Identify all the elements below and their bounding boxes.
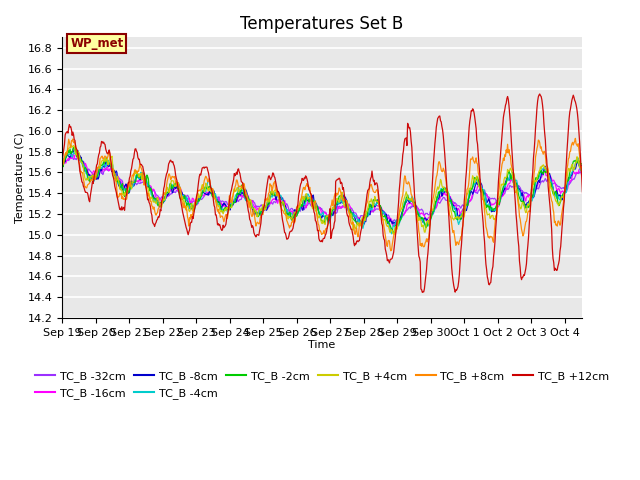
- Text: WP_met: WP_met: [70, 37, 124, 50]
- Title: Temperatures Set B: Temperatures Set B: [241, 15, 404, 33]
- X-axis label: Time: Time: [308, 340, 335, 350]
- Legend: TC_B -32cm, TC_B -16cm, TC_B -8cm, TC_B -4cm, TC_B -2cm, TC_B +4cm, TC_B +8cm, T: TC_B -32cm, TC_B -16cm, TC_B -8cm, TC_B …: [31, 367, 613, 403]
- Y-axis label: Temperature (C): Temperature (C): [15, 132, 25, 223]
